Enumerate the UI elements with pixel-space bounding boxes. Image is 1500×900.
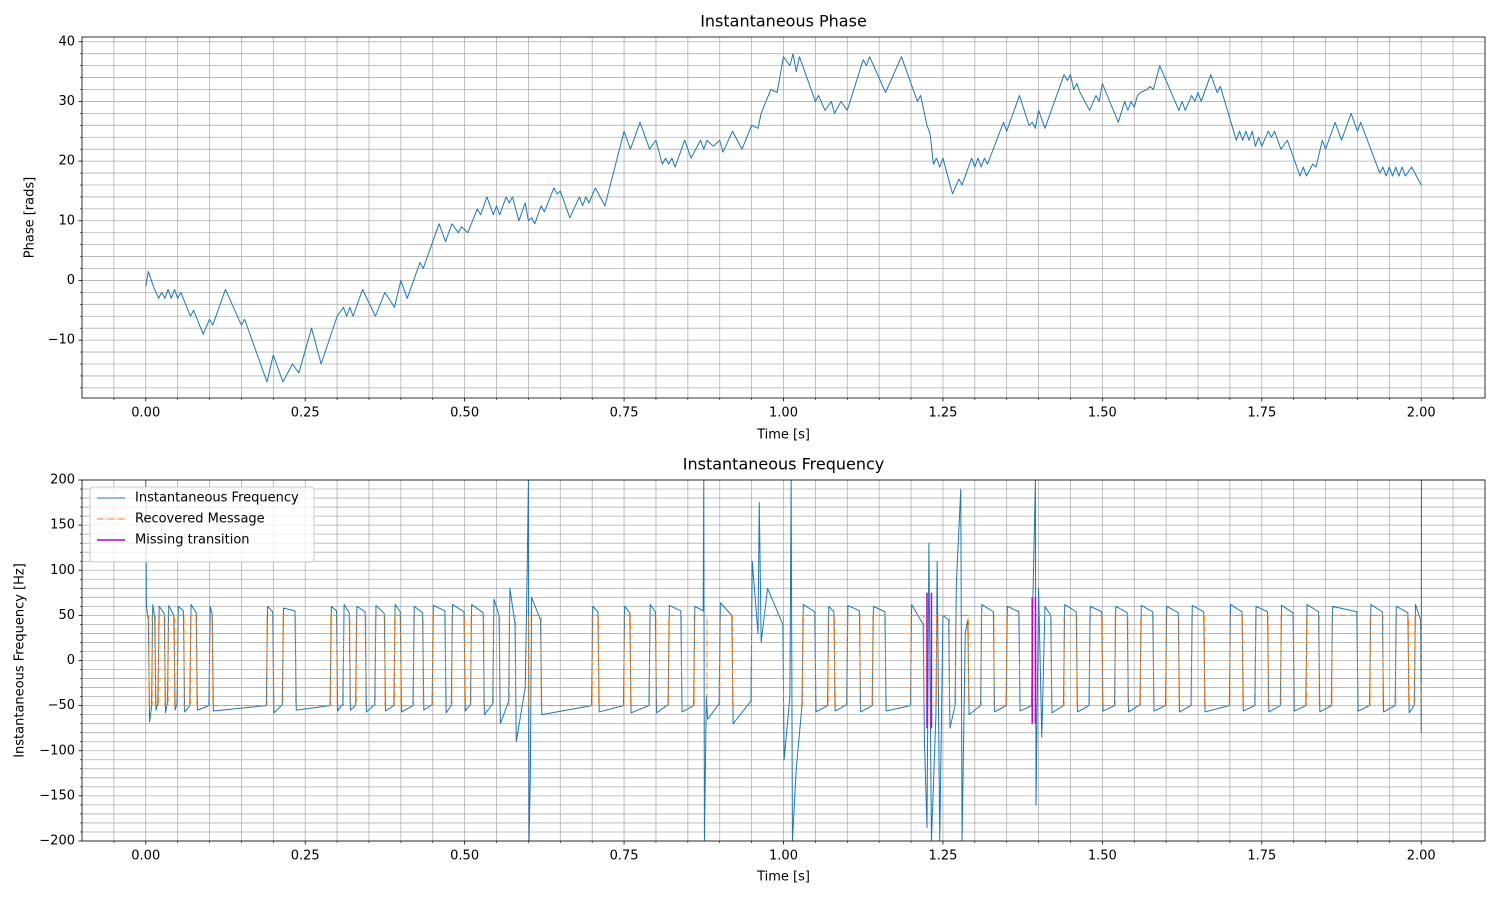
y-tick-label: 40 — [58, 34, 75, 49]
series-line — [145, 614, 1422, 707]
x-tick-label: 0.00 — [131, 849, 160, 864]
legend-label: Missing transition — [135, 533, 250, 548]
y-tick-label: −10 — [48, 333, 75, 348]
x-tick-label: 1.00 — [769, 849, 798, 864]
y-tick-label: 200 — [50, 473, 75, 488]
x-tick-label: 0.50 — [450, 849, 479, 864]
axes: 0.00 0.25 0.50 0.75 1.00 1.25 1.50 1.75 2.00 −10 0… — [23, 12, 1486, 443]
x-tick-label: 2.00 — [1407, 849, 1436, 864]
chart-title: Instantaneous Phase — [700, 12, 867, 31]
y-tick-label: 0 — [67, 653, 75, 668]
legend-label: Recovered Message — [135, 512, 265, 527]
axes: 0.00 0.25 0.50 0.75 1.00 1.25 1.50 1.75 2.00 −200… — [13, 455, 1486, 885]
x-tick-label: 2.00 — [1407, 406, 1436, 421]
chart-title: Instantaneous Frequency — [683, 455, 884, 474]
y-tick-label: −100 — [39, 743, 75, 758]
x-axis-label: Time [s] — [756, 428, 810, 443]
series-line — [145, 53, 1422, 383]
x-tick-label: 0.50 — [450, 406, 479, 421]
y-tick-label: 50 — [58, 608, 75, 623]
x-tick-label: 0.25 — [291, 849, 320, 864]
x-tick-label: 1.50 — [1088, 849, 1117, 864]
x-tick-label: 1.00 — [769, 406, 798, 421]
y-tick-label: 10 — [58, 213, 75, 228]
y-axis-label: Instantaneous Frequency [Hz] — [13, 563, 28, 758]
x-tick-label: 1.25 — [928, 849, 957, 864]
axes-frame — [81, 36, 1486, 399]
x-tick-label: 0.75 — [610, 849, 639, 864]
series-line — [926, 592, 1037, 729]
x-tick-label: 0.25 — [291, 406, 320, 421]
y-axis-label: Phase [rads] — [23, 177, 38, 258]
x-tick-label: 1.25 — [928, 406, 957, 421]
legend-label: Instantaneous Frequency — [135, 491, 299, 506]
y-tick-label: 0 — [67, 273, 75, 288]
y-tick-label: 150 — [50, 518, 75, 533]
y-tick-label: −150 — [39, 788, 75, 803]
x-tick-label: 0.75 — [610, 406, 639, 421]
y-tick-label: 20 — [58, 154, 75, 169]
legend-box — [89, 486, 315, 563]
y-tick-label: 100 — [50, 563, 75, 578]
y-tick-label: −200 — [39, 834, 75, 849]
y-tick-label: −50 — [48, 698, 75, 713]
x-axis-label: Time [s] — [756, 870, 810, 885]
y-tick-label: 30 — [58, 94, 75, 109]
x-tick-label: 0.00 — [131, 406, 160, 421]
legend: Instantaneous Frequency Recovered Message… — [89, 486, 315, 563]
x-tick-label: 1.50 — [1088, 406, 1117, 421]
x-tick-label: 1.75 — [1247, 849, 1276, 864]
x-tick-label: 1.75 — [1247, 406, 1276, 421]
axes-frame — [81, 479, 1486, 842]
